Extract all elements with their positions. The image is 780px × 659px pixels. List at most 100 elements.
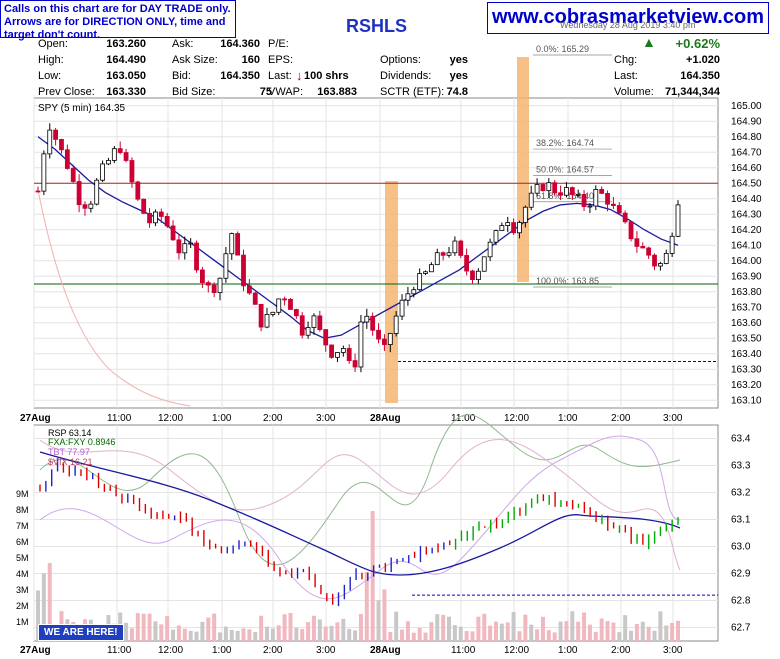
volume-bar <box>347 628 352 641</box>
volume-bar <box>476 616 481 641</box>
candle-body <box>470 270 475 281</box>
candle-body <box>487 241 493 258</box>
website-link[interactable]: www.cobrasmarketview.com <box>487 2 769 34</box>
candle-body <box>475 270 481 281</box>
candle-body <box>252 292 258 305</box>
volume-bar <box>523 614 528 641</box>
candle-body <box>76 181 82 206</box>
candle-body <box>534 184 540 194</box>
volume-bar <box>223 626 228 641</box>
price-y-tick-label: 164.30 <box>731 209 762 220</box>
volume-bar <box>247 629 252 641</box>
volume-bar <box>435 614 440 641</box>
price-y-tick-label: 163.80 <box>731 287 762 298</box>
ask-size-label: Ask Size: <box>172 54 218 66</box>
rsp-x-tick-label: 11:00 <box>107 645 132 656</box>
candle-body <box>317 315 323 330</box>
candle-body <box>417 273 423 291</box>
candle-body <box>264 314 270 328</box>
volume-tick-label: 9M <box>16 489 29 499</box>
volume-bar <box>658 611 663 641</box>
volume-bar <box>452 625 457 641</box>
volume-bar <box>599 618 604 641</box>
ask-value: 164.360 <box>220 38 260 50</box>
volume-bar <box>670 622 675 641</box>
candle-body <box>311 315 317 328</box>
volume-bar <box>364 571 369 641</box>
candle-body <box>587 205 593 208</box>
candle-body <box>663 253 669 264</box>
candle-body <box>94 179 100 205</box>
price-y-tick-label: 164.70 <box>731 147 762 158</box>
volume-label: Volume: <box>614 86 654 98</box>
last-label: Last: <box>268 70 292 82</box>
candle-body <box>323 329 329 346</box>
candle-body <box>47 129 53 155</box>
rsp-y-tick-label: 62.7 <box>731 623 751 634</box>
candle-body <box>575 193 581 196</box>
rsp-price-bars <box>39 458 718 607</box>
volume-bar <box>488 625 493 641</box>
rsp-y-tick-label: 62.9 <box>731 569 751 580</box>
volume-bar <box>270 628 275 641</box>
volume-bar <box>36 590 40 641</box>
candle-body <box>493 230 499 243</box>
pct-change: +0.62% <box>675 36 720 51</box>
candle-body <box>241 254 246 287</box>
rsp-y-tick-label: 63.0 <box>731 542 751 553</box>
volume-bar <box>405 621 410 641</box>
candle-body <box>358 321 364 368</box>
candle-body <box>329 344 334 358</box>
candle-body <box>35 190 41 193</box>
volume-bar <box>505 622 510 641</box>
price-x-tick-label: 28Aug <box>370 413 401 424</box>
candle-body <box>111 148 117 161</box>
price-y-tick-label: 164.10 <box>731 240 762 251</box>
volume-bar <box>652 630 657 641</box>
vwap-value: 163.883 <box>317 86 357 98</box>
candle-body <box>335 352 340 358</box>
candle-body <box>546 182 552 192</box>
candle-body <box>117 148 123 153</box>
volume-bar <box>241 628 246 641</box>
last2-label: Last: <box>614 70 638 82</box>
volume-bar <box>646 626 651 641</box>
rsp-panel <box>33 424 719 642</box>
price-y-tick-label: 163.30 <box>731 364 762 375</box>
rsp-y-ticks: 63.4 63.3 63.2 63.1 63.0 62.9 62.8 62.7 <box>731 434 751 634</box>
price-panel <box>33 97 719 409</box>
dividends-value: yes <box>449 70 468 82</box>
volume-bar <box>623 615 628 641</box>
volume-bar <box>458 626 463 641</box>
volume-bar <box>358 613 363 641</box>
volume-bar <box>288 612 293 641</box>
ask-size-value: 160 <box>241 54 260 66</box>
candle-body <box>657 263 663 267</box>
candle-body <box>628 221 634 240</box>
rsp-x-tick-label: 11:00 <box>451 645 476 656</box>
volume-bar <box>282 614 287 641</box>
candle-body <box>528 192 534 208</box>
candle-body <box>393 315 399 334</box>
volume-bar <box>423 632 428 641</box>
open-value: 163.260 <box>106 38 146 50</box>
price-x-tick-label: 11:00 <box>451 413 476 424</box>
candle-body <box>258 303 264 328</box>
candle-body <box>288 298 293 310</box>
disclaimer-line-1: Calls on this chart are for DAY TRADE on… <box>4 3 231 15</box>
volume-bar <box>605 620 610 641</box>
volume-bar <box>564 621 569 641</box>
candle-body <box>59 139 64 151</box>
volume-bar <box>376 600 381 641</box>
we-are-here-badge: WE ARE HERE! <box>38 624 124 641</box>
options-label: Options: <box>380 54 421 66</box>
rsp-y-tick-label: 62.8 <box>731 596 751 607</box>
candle-body <box>569 187 575 195</box>
candle-body <box>540 184 546 192</box>
candle-body <box>423 271 428 274</box>
price-x-ticks: 27Aug 11:00 12:00 1:00 2:00 3:00 28Aug 11:00 12:… <box>20 413 683 424</box>
price-x-tick-label: 2:00 <box>611 413 631 424</box>
high-value: 164.490 <box>106 54 146 66</box>
volume-bar <box>153 621 158 641</box>
candle-body <box>41 153 47 192</box>
